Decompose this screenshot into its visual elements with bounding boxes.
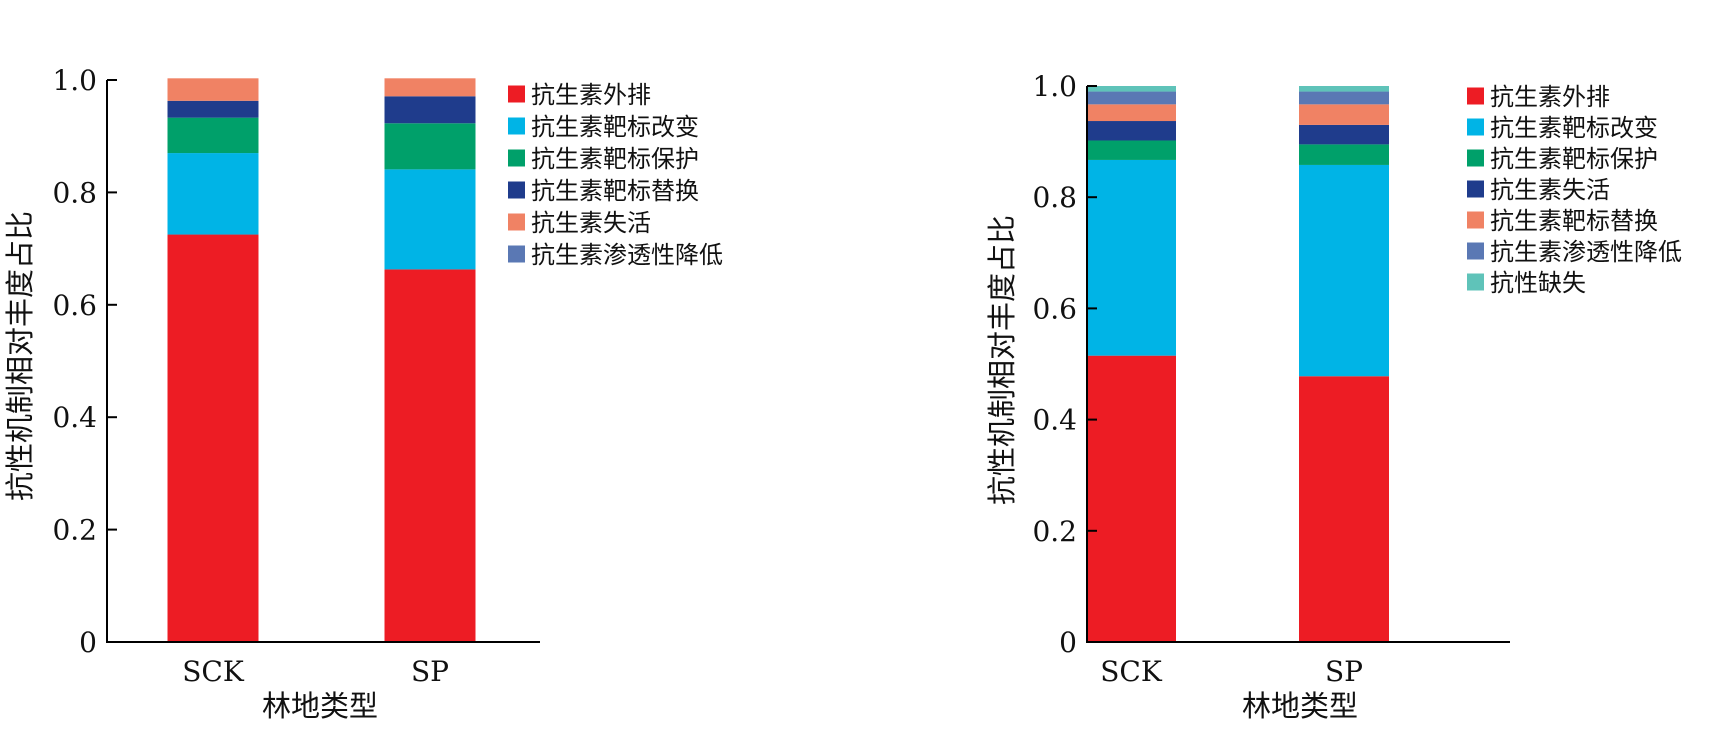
bar-segment-sck-6: [1086, 91, 1176, 105]
legend: 抗生素外排抗生素靶标改变抗生素靶标保护抗生素失活抗生素靶标替换抗生素渗透性降低抗…: [1467, 83, 1682, 297]
bar-segment-sp-5: [1299, 104, 1389, 125]
legend-swatch: [508, 213, 525, 231]
y-tick-label: 1.0: [52, 64, 97, 97]
legend-label: 抗生素渗透性降低: [1490, 238, 1682, 266]
x-axis-title: 林地类型: [1242, 689, 1358, 723]
x-tick-label: SCK: [1100, 655, 1163, 688]
legend-label: 抗生素靶标替换: [531, 177, 699, 205]
legend-swatch: [508, 181, 525, 199]
bar-segment-sp-2: [384, 169, 476, 270]
x-tick-label: SP: [411, 655, 449, 688]
bar-segment-sck-5: [1086, 104, 1176, 122]
legend-label: 抗性缺失: [1490, 269, 1586, 297]
legend-label: 抗生素靶标改变: [531, 113, 699, 141]
y-tick-label: 0.6: [52, 289, 97, 322]
y-tick-label: 0: [1059, 626, 1077, 659]
x-tick-label: SP: [1325, 655, 1363, 688]
bar-segment-sck-1: [1086, 355, 1176, 642]
bar-segment-sp-3: [384, 123, 476, 170]
bar-segment-sck-2: [167, 153, 259, 235]
y-tick-label: 1.0: [1032, 70, 1077, 103]
bar-segment-sp-4: [1299, 124, 1389, 145]
legend-label: 抗生素靶标改变: [1490, 114, 1658, 142]
y-axis-title: 抗性机制相对丰度占比: [985, 215, 1019, 505]
legend-swatch: [1467, 273, 1484, 291]
legend-swatch: [1467, 242, 1484, 260]
legend-label: 抗生素外排: [1490, 83, 1610, 111]
bar-segment-sck-3: [1086, 140, 1176, 160]
legend-label: 抗生素渗透性降低: [531, 241, 723, 269]
bar-segment-sck-5: [167, 78, 259, 101]
bar-segment-sp-1: [1299, 376, 1389, 642]
legend-label: 抗生素外排: [531, 81, 651, 109]
x-tick-label: SCK: [182, 655, 245, 688]
legend-swatch: [508, 149, 525, 167]
x-axis-title: 林地类型: [262, 689, 378, 723]
legend-swatch: [1467, 118, 1484, 136]
y-tick-label: 0.8: [1032, 181, 1077, 214]
legend-label: 抗生素失活: [531, 209, 651, 237]
y-tick-label: 0.6: [1032, 292, 1077, 325]
legend-label: 抗生素靶标替换: [1490, 207, 1658, 235]
bar-segment-sck-4: [1086, 121, 1176, 141]
bar-segment-sck-7: [1086, 86, 1176, 92]
legend-label: 抗生素靶标保护: [1490, 145, 1658, 173]
legend-swatch: [1467, 87, 1484, 105]
bar-segment-sp-7: [1299, 86, 1389, 92]
y-tick-label: 0.2: [1032, 515, 1077, 548]
legend-swatch: [1467, 211, 1484, 229]
y-tick-label: 0: [79, 626, 97, 659]
bar-segment-sck-2: [1086, 159, 1176, 356]
bar-segment-sck-4: [167, 100, 259, 118]
legend-label: 抗生素失活: [1490, 176, 1610, 204]
bar-segment-sp-2: [1299, 164, 1389, 377]
legend-swatch: [508, 117, 525, 135]
legend-label: 抗生素靶标保护: [531, 145, 699, 173]
legend-swatch: [508, 245, 525, 263]
legend-swatch: [1467, 149, 1484, 167]
bar-segment-sp-1: [384, 269, 476, 642]
y-tick-label: 0.2: [52, 514, 97, 547]
legend-swatch: [508, 85, 525, 103]
y-tick-label: 0.8: [52, 176, 97, 209]
bar-segment-sp-3: [1299, 144, 1389, 165]
chart-2: SCK SP 0 0.2 0.4 0.6 0.8 1.0 林地类型 抗性机制相对丰度占比 抗生素外排…: [985, 70, 1682, 723]
bar-segment-sck-3: [167, 117, 259, 154]
bar-segment-sp-6: [1299, 91, 1389, 105]
y-tick-label: 0.4: [1032, 404, 1077, 437]
bar-segment-sck-1: [167, 234, 259, 643]
legend-swatch: [1467, 180, 1484, 198]
y-tick-label: 0.4: [52, 401, 97, 434]
y-axis-title: 抗性机制相对丰度占比: [3, 211, 37, 501]
bar-segment-sp-4: [384, 96, 476, 124]
chart-1: SCK SP 0 0.2 0.4 0.6 0.8 1.0 林地类型 抗性机制相对丰度占比 抗生素外排…: [3, 64, 723, 723]
bar-segment-sp-5: [384, 78, 476, 97]
